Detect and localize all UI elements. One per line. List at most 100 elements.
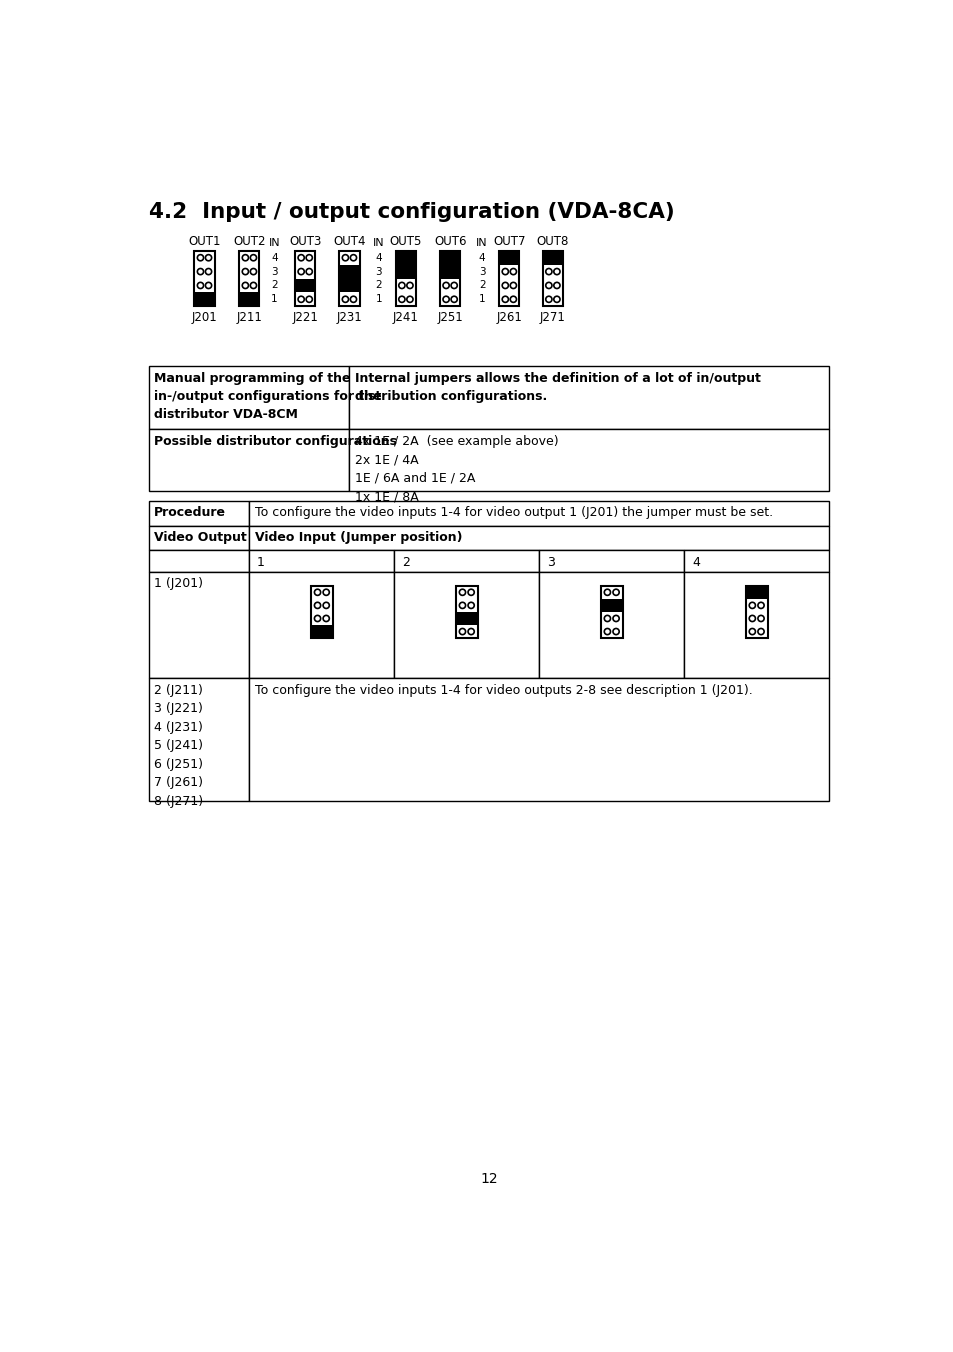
Circle shape	[748, 629, 755, 634]
Circle shape	[242, 269, 248, 274]
Circle shape	[603, 589, 610, 595]
Circle shape	[314, 615, 320, 622]
Circle shape	[250, 283, 256, 288]
Circle shape	[406, 283, 413, 288]
Text: 4: 4	[691, 556, 700, 569]
Circle shape	[501, 296, 508, 303]
Text: 1 (J201): 1 (J201)	[154, 577, 203, 591]
Circle shape	[510, 269, 516, 274]
Circle shape	[297, 269, 304, 274]
Bar	[394, 550, 538, 572]
Bar	[394, 572, 538, 679]
Circle shape	[306, 269, 312, 274]
Text: J231: J231	[336, 311, 362, 324]
Text: Procedure: Procedure	[154, 507, 226, 519]
Circle shape	[250, 269, 256, 274]
Circle shape	[297, 254, 304, 261]
Bar	[538, 572, 683, 679]
Circle shape	[197, 254, 203, 261]
Text: 1: 1	[478, 295, 485, 304]
Circle shape	[197, 269, 203, 274]
Circle shape	[342, 296, 348, 303]
Circle shape	[554, 269, 559, 274]
Text: 4.2  Input / output configuration (VDA-8CA): 4.2 Input / output configuration (VDA-8C…	[149, 203, 674, 222]
Circle shape	[468, 589, 474, 595]
Bar	[249, 572, 394, 679]
Bar	[149, 430, 349, 491]
Text: To configure the video inputs 1-4 for video output 1 (J201) the jumper must be s: To configure the video inputs 1-4 for vi…	[254, 507, 772, 519]
Circle shape	[554, 296, 559, 303]
Circle shape	[613, 589, 618, 595]
Bar	[311, 585, 333, 638]
Circle shape	[603, 629, 610, 634]
Text: Internal jumpers allows the definition of a lot of in/output
distribution config: Internal jumpers allows the definition o…	[355, 372, 760, 403]
Bar	[395, 265, 416, 279]
Circle shape	[510, 296, 516, 303]
Text: J271: J271	[539, 311, 565, 324]
Circle shape	[757, 615, 763, 622]
Text: 4: 4	[478, 253, 485, 262]
Bar	[498, 250, 518, 307]
Text: IN: IN	[476, 238, 487, 249]
Circle shape	[197, 283, 203, 288]
Text: 1: 1	[375, 295, 381, 304]
Circle shape	[459, 629, 465, 634]
Circle shape	[350, 296, 356, 303]
Bar	[745, 585, 767, 599]
Bar	[311, 625, 333, 638]
Text: IN: IN	[269, 238, 280, 249]
Bar	[542, 250, 562, 265]
Text: Video Input (Jumper position): Video Input (Jumper position)	[254, 531, 462, 544]
Text: OUT2: OUT2	[233, 235, 265, 249]
Circle shape	[748, 602, 755, 608]
Circle shape	[603, 615, 610, 622]
Circle shape	[451, 296, 456, 303]
Text: OUT1: OUT1	[188, 235, 220, 249]
Bar	[339, 250, 359, 307]
Circle shape	[398, 283, 405, 288]
Text: Possible distributor configurations: Possible distributor configurations	[154, 435, 396, 448]
Text: 4: 4	[375, 253, 381, 262]
Circle shape	[459, 602, 465, 608]
Text: 2: 2	[375, 280, 381, 291]
Bar	[339, 279, 359, 292]
Circle shape	[323, 602, 329, 608]
Bar	[683, 572, 828, 679]
Bar	[249, 679, 828, 802]
Text: 1: 1	[257, 556, 265, 569]
Circle shape	[501, 283, 508, 288]
Circle shape	[510, 283, 516, 288]
Circle shape	[442, 283, 449, 288]
Bar	[439, 250, 459, 307]
Circle shape	[205, 254, 212, 261]
Text: OUT5: OUT5	[390, 235, 421, 249]
Text: Manual programming of the
in-/output configurations for the
distributor VDA-8CM: Manual programming of the in-/output con…	[154, 372, 381, 420]
Text: OUT6: OUT6	[434, 235, 466, 249]
Circle shape	[554, 283, 559, 288]
Text: 3: 3	[546, 556, 555, 569]
Bar	[600, 585, 622, 638]
Circle shape	[757, 602, 763, 608]
Bar	[600, 599, 622, 612]
Circle shape	[757, 629, 763, 634]
Bar	[149, 366, 349, 430]
Bar	[538, 550, 683, 572]
Text: OUT7: OUT7	[493, 235, 525, 249]
Circle shape	[442, 296, 449, 303]
Text: J261: J261	[496, 311, 521, 324]
Bar	[239, 250, 259, 307]
Circle shape	[350, 254, 356, 261]
Circle shape	[242, 283, 248, 288]
Text: 12: 12	[479, 1172, 497, 1186]
Text: IN: IN	[373, 238, 384, 249]
Circle shape	[205, 283, 212, 288]
Bar	[149, 572, 249, 679]
Circle shape	[297, 296, 304, 303]
Circle shape	[205, 269, 212, 274]
Circle shape	[545, 269, 552, 274]
Bar	[349, 366, 828, 430]
Text: 4x 1E / 2A  (see example above)
2x 1E / 4A
1E / 6A and 1E / 2A
1x 1E / 8A: 4x 1E / 2A (see example above) 2x 1E / 4…	[355, 435, 558, 503]
Text: Video Output: Video Output	[154, 531, 247, 544]
Bar	[149, 679, 249, 802]
Circle shape	[545, 283, 552, 288]
